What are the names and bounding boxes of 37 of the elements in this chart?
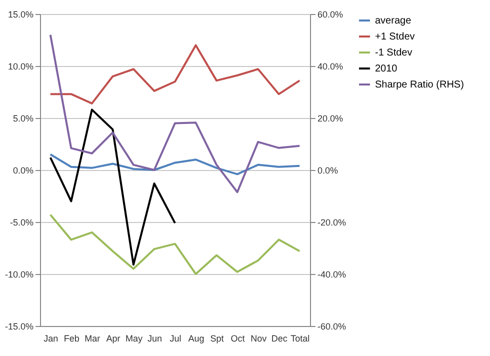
y-tick-label: -10.0% <box>4 270 34 280</box>
line-series <box>49 214 301 275</box>
x-tick-label: Dec <box>271 334 288 344</box>
y2-tick-label: -40.0% <box>318 270 346 280</box>
legend-label: average <box>375 16 412 26</box>
line-series <box>49 44 301 104</box>
y2-tick-label: 60.0% <box>318 10 344 20</box>
x-tick-label: Mar <box>84 334 100 344</box>
x-tick-label: Spt <box>210 334 224 344</box>
x-tick-label: Nov <box>250 334 268 344</box>
x-tick-label: Feb <box>64 334 80 344</box>
legend-label: 2010 <box>375 64 398 74</box>
legend-label: +1 Stdev <box>375 32 415 42</box>
y-tick-label: 5.0% <box>12 114 34 124</box>
y-tick-label: 0.0% <box>12 166 34 176</box>
x-tick-label: Jun <box>147 334 162 344</box>
y2-tick-label: -20.0% <box>318 218 346 228</box>
y2-tick-label: -60.0% <box>318 322 346 332</box>
y-tick-label: -5.0% <box>10 218 34 228</box>
y2-tick-label: 0.0% <box>318 166 338 176</box>
y-tick-label: -15.0% <box>4 322 34 332</box>
y2-tick-label: 40.0% <box>318 62 344 72</box>
x-tick-label: Jan <box>44 334 58 344</box>
legend-label: Sharpe Ratio (RHS) <box>375 80 464 90</box>
x-tick-label: Total <box>290 334 310 344</box>
line-series <box>49 34 301 194</box>
line-series <box>49 108 176 266</box>
line-series <box>49 153 301 176</box>
x-tick-label: Aug <box>188 334 204 344</box>
x-tick-label: May <box>125 334 143 344</box>
y-tick-label: 10.0% <box>8 62 34 72</box>
x-tick-label: Apr <box>106 334 120 344</box>
y2-tick-label: 20.0% <box>318 114 344 124</box>
legend-label: -1 Stdev <box>375 48 412 58</box>
x-tick-label: Jul <box>170 334 182 344</box>
y-tick-label: 15.0% <box>8 10 34 20</box>
x-tick-label: Oct <box>230 334 246 344</box>
